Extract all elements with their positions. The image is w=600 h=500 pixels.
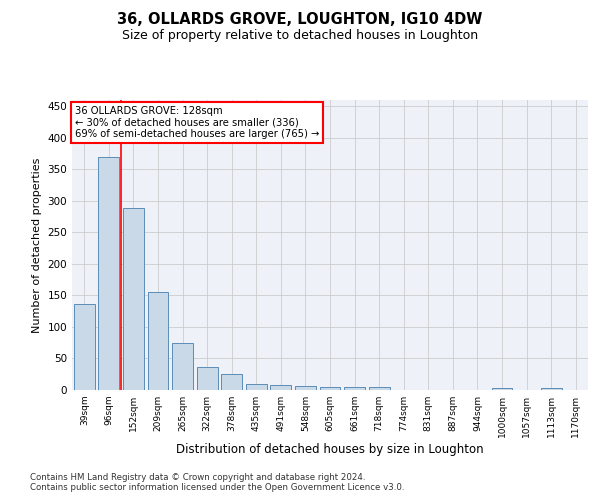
Bar: [98, 156, 119, 390]
Text: 36, OLLARDS GROVE, LOUGHTON, IG10 4DW: 36, OLLARDS GROVE, LOUGHTON, IG10 4DW: [118, 12, 482, 28]
Bar: [246, 384, 267, 390]
Bar: [172, 344, 193, 390]
Y-axis label: Number of detached properties: Number of detached properties: [32, 158, 42, 332]
Bar: [368, 388, 389, 390]
Text: Distribution of detached houses by size in Loughton: Distribution of detached houses by size …: [176, 442, 484, 456]
Text: Contains public sector information licensed under the Open Government Licence v3: Contains public sector information licen…: [30, 482, 404, 492]
Text: Size of property relative to detached houses in Loughton: Size of property relative to detached ho…: [122, 29, 478, 42]
Bar: [221, 374, 242, 390]
Bar: [491, 388, 512, 390]
Bar: [148, 292, 169, 390]
Bar: [320, 388, 340, 390]
Bar: [197, 366, 218, 390]
Bar: [123, 208, 144, 390]
Bar: [295, 386, 316, 390]
Bar: [74, 304, 95, 390]
Bar: [541, 388, 562, 390]
Text: Contains HM Land Registry data © Crown copyright and database right 2024.: Contains HM Land Registry data © Crown c…: [30, 472, 365, 482]
Bar: [271, 385, 292, 390]
Bar: [344, 388, 365, 390]
Text: 36 OLLARDS GROVE: 128sqm
← 30% of detached houses are smaller (336)
69% of semi-: 36 OLLARDS GROVE: 128sqm ← 30% of detach…: [74, 106, 319, 139]
